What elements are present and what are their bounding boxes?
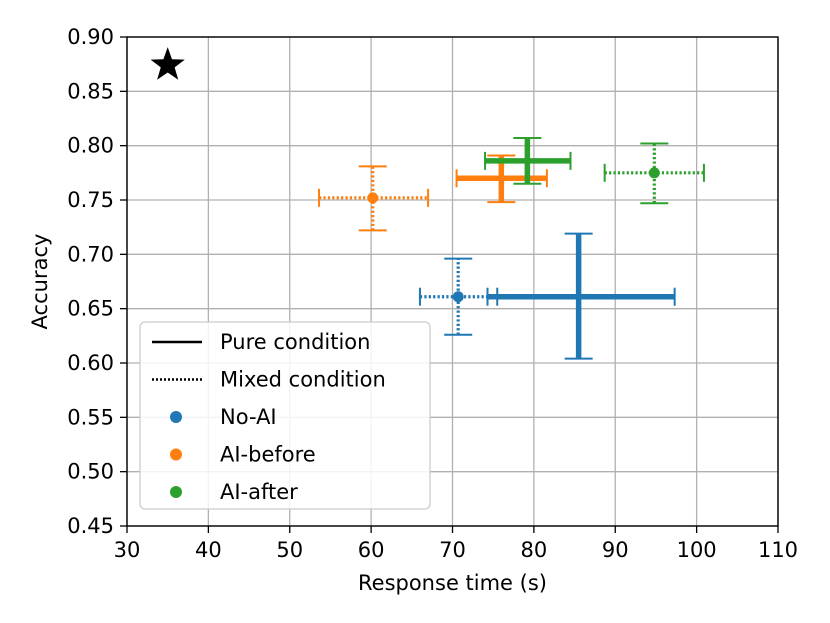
series-layer <box>318 137 705 360</box>
y-tick-label: 0.70 <box>67 242 114 266</box>
y-tick-label: 0.60 <box>67 351 114 375</box>
series-ai-before-mixed <box>318 165 430 232</box>
y-tick-label: 0.50 <box>67 460 114 484</box>
y-tick-label: 0.80 <box>67 134 114 158</box>
legend-dot-swatch <box>170 448 182 461</box>
legend-entry: AI-after <box>170 480 298 504</box>
legend-entry: Pure condition <box>152 330 370 354</box>
data-point <box>452 291 464 303</box>
x-tick-label: 100 <box>677 538 717 562</box>
y-tick-label: 0.90 <box>67 25 114 49</box>
data-point <box>497 174 505 182</box>
y-tick-label: 0.85 <box>67 79 114 103</box>
x-tick-label: 110 <box>758 538 798 562</box>
y-tick-label: 0.45 <box>67 514 114 538</box>
legend-label: AI-after <box>220 480 298 504</box>
legend-dot-swatch <box>170 411 182 423</box>
legend-label: AI-before <box>220 443 316 467</box>
data-point <box>367 192 379 204</box>
x-tick-label: 80 <box>521 538 548 562</box>
ideal-layer <box>150 47 185 80</box>
series-ai-after-mixed <box>603 142 705 205</box>
x-tick-label: 50 <box>276 538 303 562</box>
x-tick-label: 30 <box>114 538 141 562</box>
data-point <box>523 157 531 165</box>
legend-label: Mixed condition <box>220 368 386 392</box>
legend-entry: AI-before <box>170 443 316 467</box>
y-tick-label: 0.75 <box>67 188 114 212</box>
legend-label: No-AI <box>220 405 277 429</box>
ideal-star-marker <box>150 47 185 80</box>
data-point <box>648 167 660 179</box>
x-tick-label: 90 <box>602 538 629 562</box>
legend-dot-swatch <box>170 486 182 498</box>
series-no-ai-mixed <box>418 257 499 336</box>
legend-entry: Mixed condition <box>152 368 386 392</box>
data-point <box>575 293 583 301</box>
legend: Pure condition Mixed condition No-AI AI-bef… <box>139 321 431 510</box>
y-tick-label: 0.65 <box>67 297 114 321</box>
legend-box <box>139 321 431 510</box>
x-tick-label: 70 <box>439 538 466 562</box>
x-tick-label: 40 <box>195 538 222 562</box>
legend-label: Pure condition <box>220 330 370 354</box>
y-axis-label: Accuracy <box>28 234 52 330</box>
series-no-ai-pure <box>486 232 676 360</box>
x-tick-label: 60 <box>358 538 385 562</box>
y-tick-label: 0.55 <box>67 405 114 429</box>
series-ai-after-pure <box>484 137 572 185</box>
legend-entry: No-AI <box>170 405 277 429</box>
ticks: 30 40 50 60 70 80 90 100 110 0.45 0.50 0.55 0.60 0.65… <box>67 25 798 562</box>
x-axis-label: Response time (s) <box>358 571 547 595</box>
